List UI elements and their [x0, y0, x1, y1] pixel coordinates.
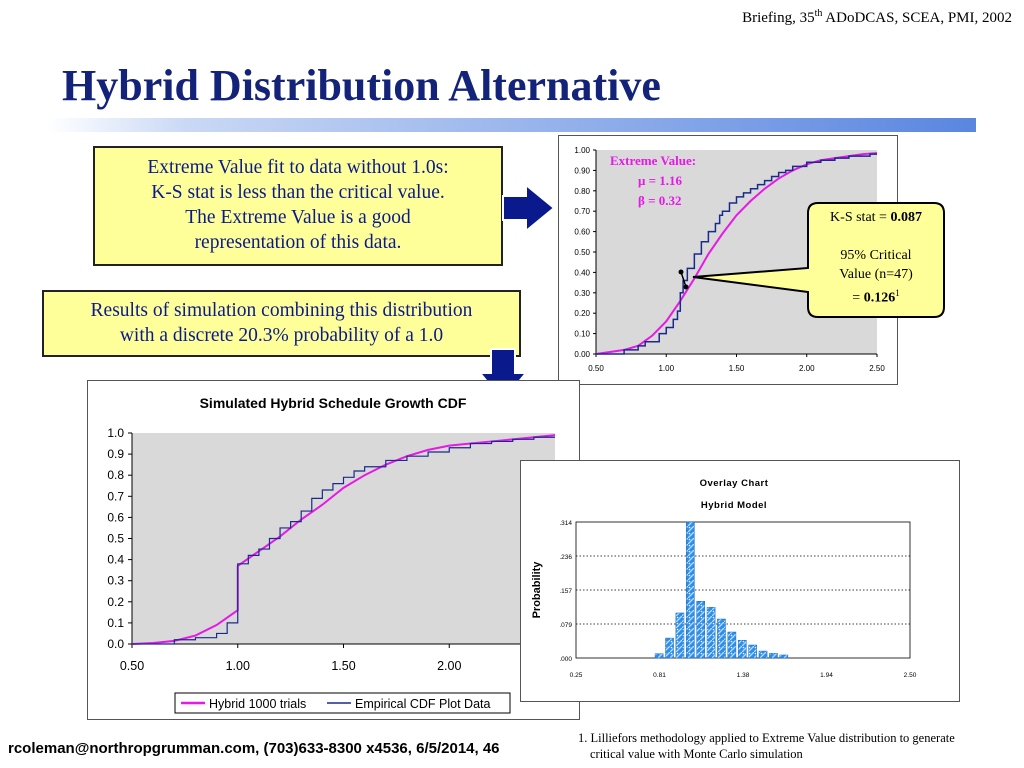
y-tick-label: 0.70 — [574, 207, 590, 216]
extreme-value-note-box: Extreme Value fit to data without 1.0s: … — [93, 146, 503, 266]
x-tick-label: 1.94 — [820, 672, 833, 679]
y-tick-label: 0.7 — [107, 489, 124, 503]
mu-label: μ = 1.16 — [638, 173, 683, 188]
footnote-line: critical value with Monte Carlo simulati… — [590, 747, 803, 761]
y-tick-label: .079 — [559, 622, 572, 629]
histogram-bar — [769, 652, 778, 659]
y-tick-label: 0.20 — [574, 309, 590, 318]
plot-area: .000 .079 .157 .236 .314 0.25 0.81 1.38 1.94 2.50 — [559, 520, 916, 679]
legend-label-empirical: Empirical CDF Plot Data — [355, 697, 490, 711]
histogram-bar — [779, 654, 789, 659]
simulated-hybrid-cdf-chart: Simulated Hybrid Schedule Growth CDF 0.0… — [87, 380, 580, 720]
y-tick-label: 0.40 — [574, 268, 590, 277]
chart-title: Simulated Hybrid Schedule Growth CDF — [200, 395, 467, 411]
histogram-bar — [727, 631, 737, 659]
extreme-value-fit-curve — [595, 152, 878, 355]
y-tick-label: 0.5 — [107, 532, 124, 546]
note-line: K-S stat is less than the critical value… — [151, 182, 445, 203]
x-tick-label: 1.38 — [737, 672, 750, 679]
y-tick-label: 0.1 — [107, 616, 124, 630]
plot-background — [132, 433, 555, 644]
y-tick-label: 0.30 — [574, 289, 590, 298]
chart-title: Overlay Chart — [700, 478, 769, 489]
plot-frame — [575, 521, 911, 659]
y-tick-label: 0.0 — [107, 637, 124, 651]
y-tick-label: 1.0 — [107, 426, 124, 440]
histogram-bar — [748, 644, 757, 659]
y-tick-label: 0.80 — [574, 187, 590, 196]
plot-area: 0.0 0.1 0.2 0.3 0.4 0.5 0.6 0.7 0.8 0.9 1.0 0.50 1.0… — [107, 426, 556, 673]
y-tick-label: 0.00 — [574, 350, 590, 359]
y-tick-label: 0.6 — [107, 510, 124, 524]
x-tick-label: 0.50 — [588, 364, 604, 373]
histogram-bar — [717, 618, 726, 659]
y-tick-label: 0.8 — [107, 468, 124, 482]
histogram-bar — [758, 650, 768, 659]
histogram-bar — [665, 637, 674, 659]
x-tick-label: 1.50 — [729, 364, 745, 373]
empirical-cdf-step-line — [596, 153, 877, 355]
x-tick-label: 1.00 — [658, 364, 674, 373]
histogram-bar — [654, 653, 664, 659]
critical-value-line: 95% Critical — [840, 248, 912, 263]
critical-value-line: Value (n=47) — [839, 267, 913, 282]
note-line: Results of simulation combining this dis… — [90, 300, 473, 321]
critical-value-line: = 0.1261 — [852, 288, 900, 306]
x-tick-label: 2.00 — [437, 659, 461, 673]
footnote-line: 1. Lilliefors methodology applied to Ext… — [578, 731, 955, 745]
title-underline-bar — [48, 118, 976, 132]
simulation-note-box: Results of simulation combining this dis… — [42, 290, 521, 357]
x-tick-label: 2.00 — [799, 364, 815, 373]
y-tick-label: 0.10 — [574, 330, 590, 339]
x-tick-label: 1.50 — [331, 659, 355, 673]
x-tick-label: 0.25 — [570, 672, 583, 679]
ks-stat-callout — [678, 202, 945, 318]
y-tick-label: 1.00 — [574, 146, 590, 155]
y-tick-label: 0.3 — [107, 574, 124, 588]
contact-footer: rcoleman@northropgrumman.com, (703)633-8… — [8, 740, 500, 757]
y-tick-label: 0.9 — [107, 447, 124, 461]
beta-label: β = 0.32 — [638, 193, 682, 208]
y-tick-label: .157 — [559, 588, 572, 595]
histogram-bar — [706, 607, 716, 659]
extreme-value-label: Extreme Value: — [610, 153, 696, 168]
x-tick-label: 2.50 — [904, 672, 917, 679]
hybrid-cdf-curve — [131, 434, 556, 645]
empirical-cdf-step-line — [132, 436, 555, 645]
briefing-note: Briefing, 35th ADoDCAS, SCEA, PMI, 2002 — [742, 8, 1012, 26]
y-tick-label: 0.60 — [574, 228, 590, 237]
y-tick-label: 0.4 — [107, 553, 124, 567]
slide-title: Hybrid Distribution Alternative — [62, 61, 661, 110]
note-line: representation of this data. — [194, 232, 402, 253]
ks-stat-line: K-S stat = 0.087 — [830, 210, 922, 225]
x-tick-label: 1.00 — [226, 659, 250, 673]
ks-stat-text: K-S stat = 0.087 95% Critical Value (n=4… — [808, 208, 944, 308]
y-tick-label: .236 — [559, 554, 572, 561]
y-tick-label: 0.50 — [574, 248, 590, 257]
right-arrow-icon — [502, 183, 556, 233]
legend-label-hybrid: Hybrid 1000 trials — [209, 697, 306, 711]
y-tick-label: 0.2 — [107, 595, 124, 609]
note-line: The Extreme Value is a good — [185, 207, 411, 228]
histogram-bar — [685, 521, 695, 659]
y-tick-label: .314 — [559, 520, 572, 527]
y-axis-label: Probability — [531, 561, 543, 619]
x-tick-label: 0.50 — [120, 659, 144, 673]
y-tick-label: 0.90 — [574, 166, 590, 175]
footnote: 1. Lilliefors methodology applied to Ext… — [578, 730, 1018, 762]
note-line: Extreme Value fit to data without 1.0s: — [147, 157, 449, 178]
chart-subtitle: Hybrid Model — [701, 500, 767, 511]
overlay-histogram-chart: Overlay Chart Hybrid Model Probability .… — [520, 460, 960, 702]
histogram-bar — [675, 612, 685, 659]
histogram-bar — [696, 601, 705, 659]
x-tick-label: 2.50 — [869, 364, 885, 373]
note-line: with a discrete 20.3% probability of a 1… — [119, 325, 444, 346]
x-tick-label: 0.81 — [653, 672, 666, 679]
histogram-bar — [737, 639, 747, 659]
y-tick-label: .000 — [559, 656, 572, 663]
